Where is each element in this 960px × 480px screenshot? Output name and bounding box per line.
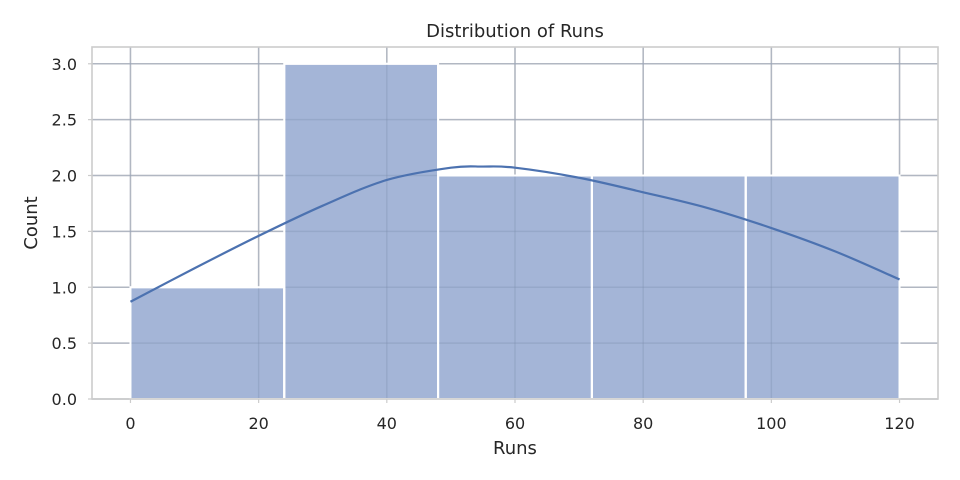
y-tick-label: 3.0 [52,55,77,74]
y-tick-label: 2.5 [52,111,77,130]
x-axis-label: Runs [493,438,537,459]
y-tick-label: 0.0 [52,390,77,409]
x-tick-label: 60 [505,414,525,433]
kde-curve [129,165,900,303]
histogram-bars [92,47,938,401]
y-tick-labels: 0.0 0.5 1.0 1.5 2.0 2.5 3.0 [52,55,92,409]
y-tick-label: 1.0 [52,278,77,297]
x-tick-label: 0 [125,414,135,433]
x-tick-label: 120 [884,414,915,433]
kde-layer [129,165,900,303]
x-tick-label: 40 [377,414,397,433]
x-tick-label: 100 [756,414,787,433]
x-tick-label: 80 [633,414,653,433]
chart-title: Distribution of Runs [426,21,604,42]
y-tick-label: 2.0 [52,167,77,186]
histogram-bar [744,174,901,400]
x-tick-labels: 0 20 40 60 80 100 120 [125,399,915,433]
histogram-bar [437,174,593,400]
x-tick-label: 20 [248,414,268,433]
y-tick-label: 0.5 [52,334,77,353]
y-tick-label: 1.5 [52,222,77,241]
y-axis-label: Count [21,196,42,249]
